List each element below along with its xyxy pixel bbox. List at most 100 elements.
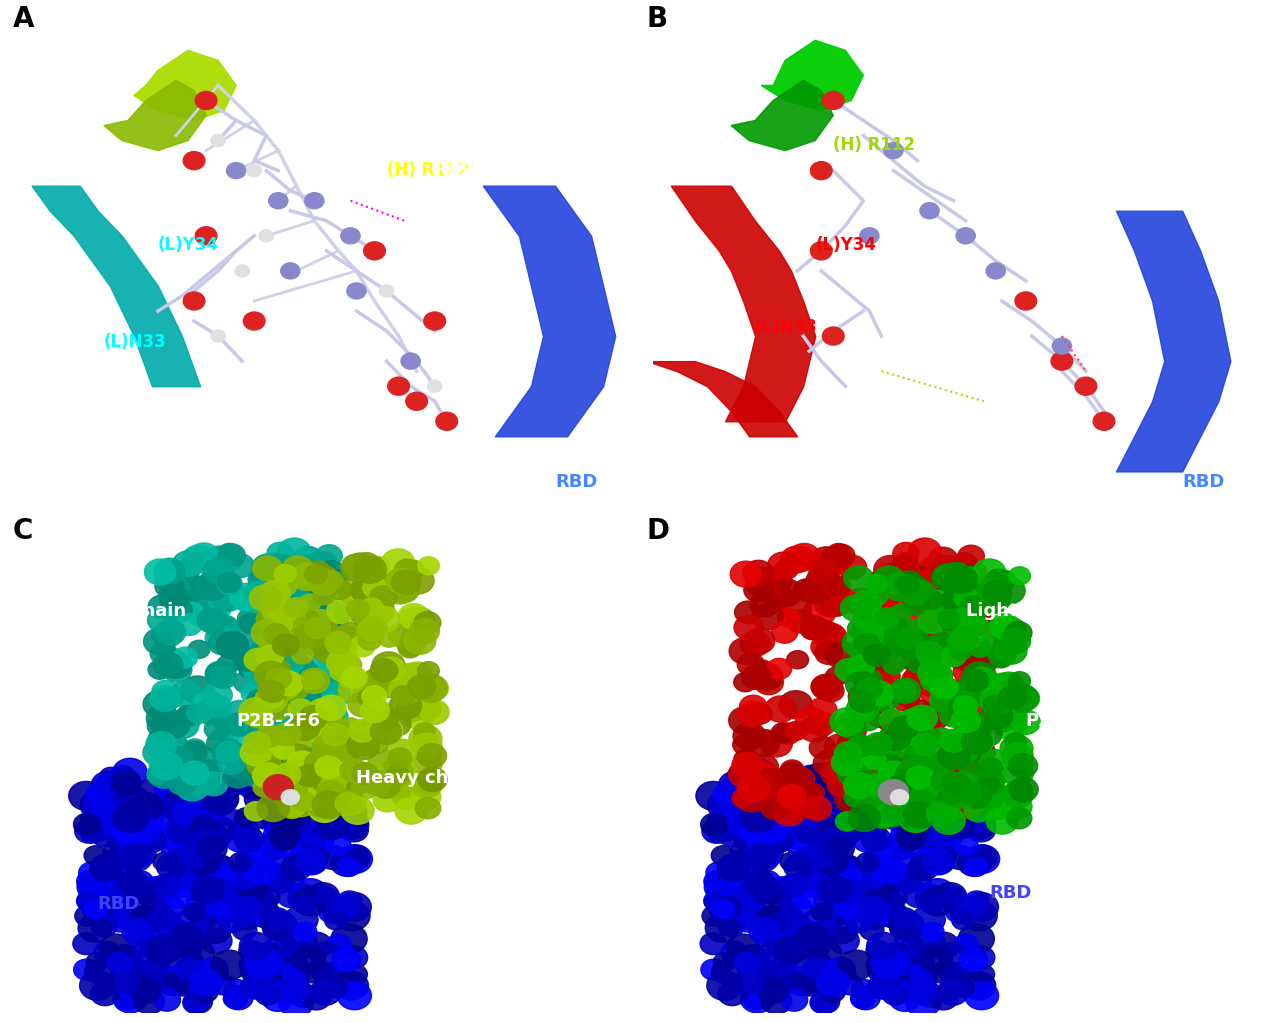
Circle shape xyxy=(847,735,874,757)
Circle shape xyxy=(262,911,297,941)
Circle shape xyxy=(283,610,306,629)
Circle shape xyxy=(957,545,984,568)
Circle shape xyxy=(288,983,317,1008)
Circle shape xyxy=(352,736,375,756)
Circle shape xyxy=(163,967,184,985)
Circle shape xyxy=(868,633,897,658)
Circle shape xyxy=(154,988,180,1011)
Circle shape xyxy=(198,785,224,805)
Circle shape xyxy=(269,672,294,693)
Circle shape xyxy=(778,594,812,622)
Circle shape xyxy=(870,808,896,829)
Circle shape xyxy=(872,964,902,989)
Circle shape xyxy=(972,670,995,690)
Circle shape xyxy=(317,770,347,794)
Circle shape xyxy=(215,727,237,746)
Circle shape xyxy=(897,631,923,653)
Circle shape xyxy=(223,988,247,1009)
Circle shape xyxy=(974,586,1007,614)
Circle shape xyxy=(850,868,882,894)
Circle shape xyxy=(860,609,890,633)
Circle shape xyxy=(292,945,325,973)
Circle shape xyxy=(963,563,987,583)
Circle shape xyxy=(84,960,113,983)
Circle shape xyxy=(415,798,440,818)
Circle shape xyxy=(166,844,201,873)
Circle shape xyxy=(303,570,326,589)
Circle shape xyxy=(835,659,863,681)
Circle shape xyxy=(305,603,335,628)
Circle shape xyxy=(183,880,209,900)
Circle shape xyxy=(746,879,773,900)
Circle shape xyxy=(732,735,756,755)
Circle shape xyxy=(300,596,333,624)
Circle shape xyxy=(314,586,335,605)
Circle shape xyxy=(797,924,829,950)
Circle shape xyxy=(786,939,812,960)
Circle shape xyxy=(860,741,893,768)
Circle shape xyxy=(897,784,932,812)
Text: (L)Y34: (L)Y34 xyxy=(157,236,219,254)
Circle shape xyxy=(800,616,829,640)
Circle shape xyxy=(323,977,347,997)
Circle shape xyxy=(79,880,111,906)
Circle shape xyxy=(760,795,790,819)
Circle shape xyxy=(998,685,1027,709)
Circle shape xyxy=(155,781,188,808)
Circle shape xyxy=(155,574,184,598)
Circle shape xyxy=(436,412,457,431)
Circle shape xyxy=(247,722,271,743)
Circle shape xyxy=(961,719,989,743)
Circle shape xyxy=(114,895,138,915)
Circle shape xyxy=(920,564,951,589)
Circle shape xyxy=(140,883,165,903)
Circle shape xyxy=(236,850,262,872)
Circle shape xyxy=(951,766,983,794)
Circle shape xyxy=(874,761,902,785)
Circle shape xyxy=(909,837,943,866)
Circle shape xyxy=(183,991,210,1014)
Circle shape xyxy=(914,776,947,805)
Circle shape xyxy=(229,852,252,872)
Circle shape xyxy=(900,789,934,817)
Circle shape xyxy=(855,633,881,655)
Circle shape xyxy=(394,559,420,580)
Circle shape xyxy=(750,663,783,691)
Circle shape xyxy=(347,732,379,759)
Circle shape xyxy=(749,754,778,780)
Circle shape xyxy=(905,664,937,691)
Circle shape xyxy=(887,752,913,773)
Circle shape xyxy=(890,678,920,704)
Circle shape xyxy=(993,577,1025,604)
Circle shape xyxy=(137,828,166,853)
Circle shape xyxy=(283,640,308,662)
Circle shape xyxy=(988,642,1016,666)
Circle shape xyxy=(856,677,882,699)
Circle shape xyxy=(312,723,339,746)
Circle shape xyxy=(855,880,878,899)
Circle shape xyxy=(183,825,216,852)
Circle shape xyxy=(872,962,908,991)
Circle shape xyxy=(347,283,366,299)
Circle shape xyxy=(212,585,243,612)
Circle shape xyxy=(159,567,183,587)
Circle shape xyxy=(977,769,1006,793)
Circle shape xyxy=(356,719,379,739)
Circle shape xyxy=(767,807,791,828)
Circle shape xyxy=(849,685,874,707)
Circle shape xyxy=(294,553,328,581)
Circle shape xyxy=(913,830,940,852)
Circle shape xyxy=(936,767,969,795)
Circle shape xyxy=(878,949,911,977)
Circle shape xyxy=(931,589,963,617)
Circle shape xyxy=(950,736,975,758)
Circle shape xyxy=(266,871,294,893)
Circle shape xyxy=(264,774,293,800)
Circle shape xyxy=(326,649,360,676)
Circle shape xyxy=(1009,777,1038,802)
Circle shape xyxy=(955,742,980,763)
Circle shape xyxy=(799,795,833,825)
Circle shape xyxy=(844,907,874,933)
Circle shape xyxy=(718,915,745,937)
Circle shape xyxy=(223,772,250,795)
